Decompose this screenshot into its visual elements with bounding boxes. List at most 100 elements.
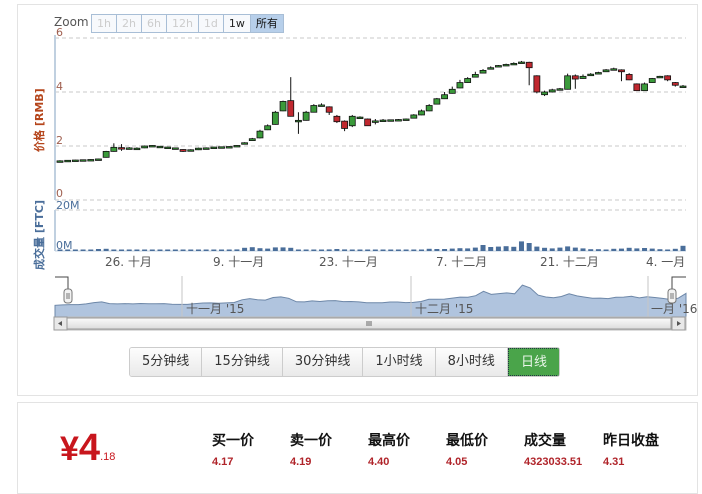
candle (418, 110, 425, 116)
volume-bar (649, 248, 655, 251)
candle (256, 130, 264, 139)
candle (102, 150, 110, 158)
x-tick-label: 26. 十月 (105, 255, 152, 269)
candle (648, 78, 656, 83)
volume-tick-20m: 20M (56, 199, 80, 212)
candle (479, 70, 487, 74)
candle (541, 91, 548, 96)
candle (510, 62, 518, 66)
volume-bar (357, 249, 363, 251)
stat-value: 4.17 (212, 456, 234, 468)
candle (679, 85, 687, 88)
navigator-right-handle[interactable] (667, 288, 677, 304)
tab-30min[interactable]: 30分钟线 (282, 348, 364, 376)
candle (271, 111, 279, 125)
volume-bar (642, 248, 648, 251)
currency-symbol: ¥ (60, 430, 79, 468)
price-tick-4: 4 (56, 80, 63, 93)
candle (571, 75, 579, 80)
price-tick-0: 0 (56, 187, 63, 200)
stat-label: 最低价 (446, 433, 488, 449)
zoom-1h-button[interactable]: 1h (92, 15, 117, 32)
volume-bar (126, 249, 132, 251)
candle (364, 118, 372, 127)
candlestick-chart: 6 4 2 0 20M 0M 26. 十月 9. 十一月 23. 十一月 7. … (53, 26, 697, 331)
candle (548, 89, 556, 93)
volume-bar (57, 249, 63, 251)
volume-bar (626, 247, 632, 251)
tab-5min[interactable]: 5分钟线 (130, 348, 203, 376)
candle (456, 82, 464, 89)
scroll-right-arrow-icon (677, 321, 681, 326)
volume-bar (588, 249, 594, 251)
stat-ask: 卖一价 4.19 (290, 430, 332, 468)
candle (348, 115, 356, 127)
volume-bar (303, 249, 309, 251)
candle (625, 74, 633, 81)
price-integer: 4 (78, 427, 101, 469)
candle (587, 73, 595, 77)
navigator-area (54, 284, 687, 318)
zoom-6h-button[interactable]: 6h (141, 15, 167, 32)
x-tick-label: 23. 十一月 (319, 255, 378, 269)
stat-volume: 成交量 4323033.51 (524, 430, 582, 468)
tab-1hour[interactable]: 1小时线 (363, 348, 436, 376)
zoom-1d-button[interactable]: 1d (198, 15, 224, 32)
price-decimal: .18 (100, 451, 116, 463)
navigator-right-outline (671, 276, 686, 290)
stat-label: 成交量 (524, 433, 566, 449)
tab-daily[interactable]: 日线 (507, 348, 559, 376)
candle (287, 100, 295, 117)
candle (533, 75, 541, 93)
volume-bar (65, 249, 71, 251)
volume-bar (618, 248, 624, 251)
volume-bar (680, 245, 686, 251)
candle (264, 125, 272, 131)
ticker-panel (17, 402, 698, 494)
volume-axis-title: 成交量 [FTC] (33, 200, 46, 270)
volume-bar (242, 247, 248, 251)
volume-bar (449, 248, 455, 251)
volume-bar (457, 248, 463, 251)
candlestick-series (56, 60, 687, 163)
candle (64, 159, 72, 163)
candle (556, 88, 564, 91)
x-axis-labels: 26. 十月 9. 十一月 23. 十一月 7. 十二月 21. 十二月 4. … (105, 255, 685, 269)
volume-bar (234, 249, 240, 251)
candle (371, 120, 379, 123)
candle (671, 82, 679, 86)
candle (56, 160, 64, 163)
candle (233, 145, 241, 148)
candle (248, 138, 256, 142)
stat-high: 最高价 4.40 (368, 430, 410, 468)
candle (225, 146, 233, 149)
volume-bar (395, 249, 401, 251)
candle (218, 146, 225, 149)
navigator[interactable]: 十一月 '15 十二月 '15 一月 '16 (54, 275, 697, 318)
volume-bar (488, 247, 494, 251)
zoom-2h-button[interactable]: 2h (116, 15, 142, 32)
volume-bar (88, 249, 94, 251)
navigator-label: 一月 '16 (651, 302, 697, 316)
candle (295, 119, 302, 123)
zoom-all-button[interactable]: 所有 (250, 15, 283, 32)
stat-label: 卖一价 (290, 433, 332, 449)
candle (187, 149, 195, 152)
volume-bar (311, 249, 317, 251)
volume-bar (149, 249, 155, 251)
zoom-12h-button[interactable]: 12h (166, 15, 199, 32)
volume-bar (272, 247, 278, 251)
navigator-left-handle[interactable] (63, 288, 73, 304)
interval-tabs: 5分钟线 15分钟线 30分钟线 1小时线 8小时线 日线 (129, 347, 560, 377)
stat-bid: 买一价 4.17 (212, 430, 254, 468)
volume-bar (388, 249, 394, 251)
tab-8hour[interactable]: 8小时线 (435, 348, 508, 376)
candle (141, 145, 149, 149)
candle (410, 114, 418, 119)
tab-15min[interactable]: 15分钟线 (202, 348, 283, 376)
volume-bar (480, 245, 486, 251)
zoom-label: Zoom (54, 15, 89, 29)
zoom-1w-button[interactable]: 1w (223, 15, 251, 32)
candle (118, 147, 125, 150)
scrollbar[interactable] (53, 316, 687, 331)
